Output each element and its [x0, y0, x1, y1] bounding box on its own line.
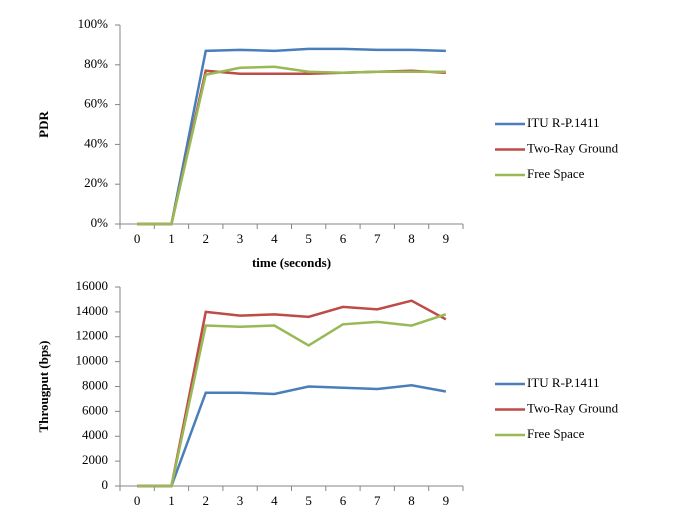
- x-tick-label: 2: [203, 231, 210, 246]
- y-tick-label: 100%: [78, 16, 109, 31]
- y-tick-label: 80%: [84, 56, 108, 71]
- y-tick-label: 12000: [76, 328, 109, 343]
- y-tick-label: 40%: [84, 135, 108, 150]
- y-tick-label: 60%: [84, 96, 108, 111]
- series-line: [137, 69, 446, 226]
- y-tick-label: 10000: [76, 353, 109, 368]
- x-tick-label: 8: [408, 231, 415, 246]
- x-axis-label: time (seconds): [252, 255, 331, 270]
- y-tick-label: 0: [102, 477, 109, 492]
- x-tick-label: 3: [237, 493, 244, 508]
- x-tick-label: 5: [305, 493, 312, 508]
- y-tick-label: 4000: [82, 427, 108, 442]
- legend-label: Two-Ray Ground: [527, 140, 619, 155]
- x-tick-label: 9: [443, 493, 450, 508]
- legend-label: Free Space: [527, 426, 585, 441]
- x-tick-label: 0: [134, 231, 141, 246]
- x-tick-label: 6: [340, 493, 347, 508]
- series-line: [137, 47, 446, 226]
- x-tick-label: 3: [237, 231, 244, 246]
- y-tick-label: 2000: [82, 452, 108, 467]
- legend-label: Free Space: [527, 166, 585, 181]
- y-tick-label: 6000: [82, 402, 108, 417]
- x-tick-label: 8: [408, 493, 415, 508]
- x-tick-label: 0: [134, 493, 141, 508]
- x-tick-label: 6: [340, 231, 347, 246]
- x-tick-label: 2: [203, 493, 210, 508]
- x-tick-label: 9: [443, 231, 450, 246]
- y-tick-label: 20%: [84, 175, 108, 190]
- legend-label: Two-Ray Ground: [527, 400, 619, 415]
- series-line: [137, 299, 447, 488]
- series-line: [137, 383, 447, 488]
- y-tick-label: 14000: [76, 303, 109, 318]
- x-tick-label: 1: [168, 231, 175, 246]
- y-tick-label: 0%: [91, 215, 109, 230]
- x-tick-label: 4: [271, 493, 278, 508]
- x-tick-label: 4: [271, 231, 278, 246]
- series-line: [137, 65, 446, 226]
- x-tick-label: 7: [374, 231, 381, 246]
- series-line: [137, 313, 447, 488]
- x-tick-label: 5: [305, 231, 312, 246]
- y-axis-label: Througput (bps): [36, 341, 51, 433]
- legend-label: ITU R-P.1411: [527, 375, 599, 390]
- x-tick-label: 1: [168, 493, 175, 508]
- y-tick-label: 8000: [82, 377, 108, 392]
- x-tick-label: 7: [374, 493, 381, 508]
- legend-label: ITU R-P.1411: [527, 115, 599, 130]
- y-tick-label: 16000: [76, 278, 109, 293]
- y-axis-label: PDR: [36, 111, 51, 138]
